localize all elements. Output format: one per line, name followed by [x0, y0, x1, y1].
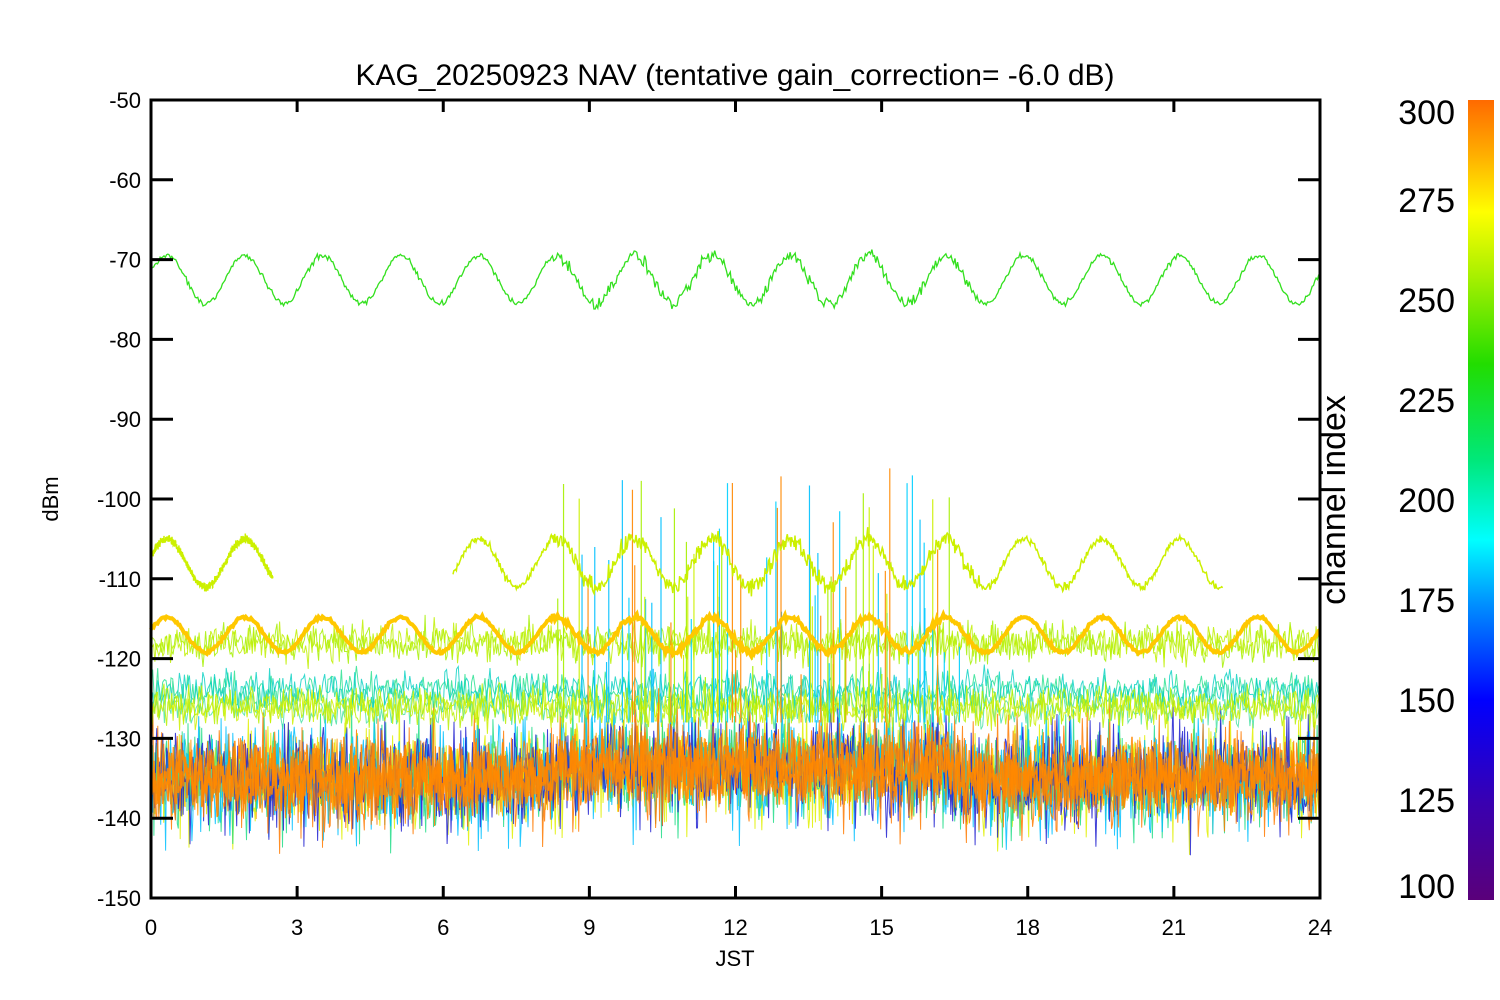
plot-traces	[149, 249, 1322, 856]
x-tick-label: 18	[1016, 915, 1040, 940]
colorbar-tick-label: 250	[1398, 282, 1455, 320]
series-line-ch268-1	[452, 527, 1224, 597]
chart-title: KAG_20250923 NAV (tentative gain_correct…	[355, 59, 1114, 92]
x-tick-label: 6	[437, 915, 449, 940]
x-tick-label: 15	[869, 915, 893, 940]
series-line-noise-floor-10	[150, 725, 1321, 821]
y-axis-label: dBm	[38, 476, 63, 521]
colorbar-tick-label: 225	[1398, 382, 1455, 420]
y-tick-label: -110	[99, 567, 141, 592]
y-tick-label: -70	[109, 248, 141, 273]
y-tick-label: -120	[97, 647, 141, 672]
x-tick-label: 12	[723, 915, 747, 940]
colorbar-ticks: 100 125 150 175 200 225 250 275 300	[1398, 94, 1455, 906]
colorbar-tick-label: 125	[1398, 782, 1455, 820]
x-axis-ticks: 0 3 6 9 12 15 18 21 24	[145, 100, 1332, 940]
colorbar-tick-label: 300	[1398, 94, 1455, 132]
y-tick-label: -130	[97, 726, 141, 751]
x-tick-label: 0	[145, 915, 157, 940]
y-tick-label: -50	[109, 88, 141, 113]
x-tick-label: 3	[291, 915, 303, 940]
series-line-ch240-0	[150, 249, 1321, 311]
y-axis-ticks: -50 -60 -70 -80 -90 -100 -110 -120 -130 -140 -150	[97, 88, 1320, 911]
colorbar-tick-label: 175	[1398, 582, 1455, 620]
colorbar-tick-label: 100	[1398, 868, 1455, 906]
colorbar-tick-label: 275	[1398, 182, 1455, 220]
x-tick-label: 24	[1308, 915, 1332, 940]
colorbar-tick-label: 150	[1398, 682, 1455, 720]
y-tick-label: -150	[97, 886, 141, 911]
y-tick-label: -90	[109, 407, 141, 432]
y-tick-label: -80	[109, 327, 141, 352]
series-line-ch285-0	[149, 609, 1322, 661]
colorbar	[1468, 100, 1494, 900]
colorbar-label: channel index	[1315, 395, 1353, 605]
series-line-ch268-0	[150, 533, 274, 592]
y-tick-label: -60	[109, 168, 141, 193]
y-tick-label: -140	[97, 806, 141, 831]
x-tick-label: 21	[1162, 915, 1186, 940]
x-tick-label: 9	[583, 915, 595, 940]
y-tick-label: -100	[97, 487, 141, 512]
colorbar-tick-label: 200	[1398, 482, 1455, 520]
x-axis-label: JST	[715, 946, 754, 971]
